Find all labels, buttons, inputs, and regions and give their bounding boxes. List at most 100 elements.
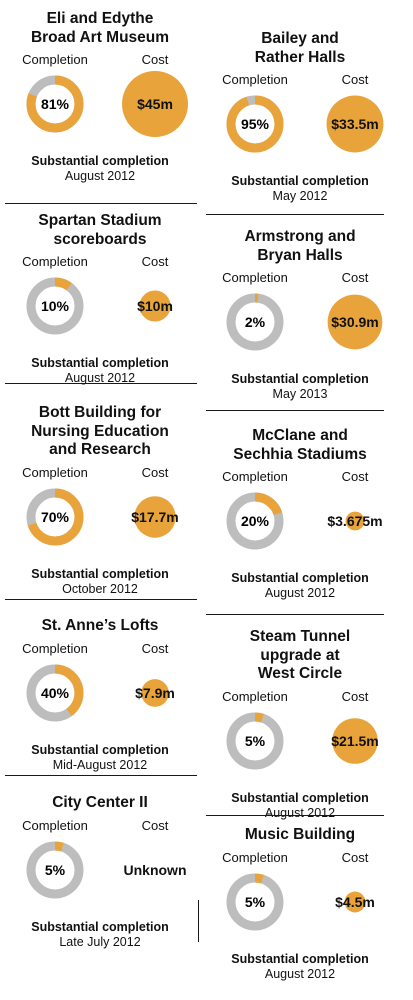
project-card: Bailey and Rather Halls Completion Cost 95% $… [205,30,395,203]
section-divider [5,775,197,776]
substantial-completion-label: Substantial completion [231,372,369,386]
completion-label: Completion [222,469,288,484]
section-divider [5,203,197,204]
project-title-line: City Center II [52,794,148,811]
cost-circle [327,294,383,350]
project-title-line: and Research [49,441,151,458]
substantial-completion-label: Substantial completion [231,951,369,966]
cost-bubble-shape [326,95,384,153]
cost-value: $30.9m [331,314,379,330]
substantial-completion-label: Substantial completion [231,174,369,188]
donut-progress-arc [226,492,284,550]
project-title: Armstrong and Bryan Halls [205,228,395,265]
completion-label: Completion [222,72,288,87]
project-title-line: Nursing Education [31,422,169,440]
section-divider [206,410,384,411]
cost-label: Cost [141,640,169,656]
cost-label: Cost [341,270,369,285]
completion-percent: 95% [241,116,270,132]
completion-date: May 2012 [272,189,328,203]
completion-label: Completion [22,254,88,269]
substantial-completion-label: Substantial completion [231,571,369,585]
project-card: Armstrong and Bryan Halls Completion Cost 2%… [205,228,395,401]
cost-bubble-shape [327,294,383,350]
project-title-line: St. Anne’s Lofts [41,617,159,634]
substantial-completion-label: Substantial completion [31,742,169,757]
project-title-line: scoreboards [53,230,147,248]
project-card: City Center II Completion Cost 5% Unknown Sub… [5,794,195,949]
donut-progress-arc [226,95,284,153]
cost-circle [345,511,365,531]
project-card: Steam Tunnel upgrade at West Circle Complet… [205,628,395,820]
cost-bubble: $3.675m [315,487,395,555]
cost-value: Unknown [123,861,187,878]
completion-donut: 40% [26,664,84,721]
project-title: City Center II [5,794,195,813]
cost-bubble-shape [345,511,365,531]
column-divider [198,900,199,942]
substantial-completion-label: Substantial completion [31,566,169,581]
project-title: Bailey and Rather Halls [205,30,395,67]
completion-donut: 5% [26,841,84,898]
completion-donut: 5% [226,712,284,769]
completion-date: Late July 2012 [59,934,141,949]
cost-label: Cost [141,254,169,269]
project-title-line: Spartan Stadium [38,212,162,229]
project-title-line: Bailey and [261,30,339,47]
completion-date: August 2012 [64,169,136,183]
cost-value: $21.5m [331,732,379,749]
cost-bubble-shape [141,678,169,707]
completion-date: Mid-August 2012 [52,757,148,772]
section-divider [206,815,384,816]
section-divider [206,614,384,615]
cost-circle [139,290,171,322]
project-title-line: Broad Art Museum [30,28,170,46]
completion-label: Completion [222,849,288,865]
project-title: Music Building [205,826,395,845]
project-card: Bott Building for Nursing Education and Re… [5,404,195,596]
project-title-line: upgrade at [260,646,340,664]
completion-donut: 81% [26,75,84,133]
project-title: McClane and Sechhia Stadiums [205,427,395,464]
substantial-completion-label: Substantial completion [31,154,169,168]
completion-label: Completion [22,464,88,480]
completion-percent: 20% [241,513,270,529]
completion-percent: 81% [41,96,70,112]
donut-progress-arc [26,488,84,545]
completion-date: May 2013 [272,387,328,401]
completion-donut: 70% [26,488,84,545]
project-title-line: West Circle [257,665,343,682]
project-title: Bott Building for Nursing Education and Re… [5,404,195,460]
donut-progress-arc [26,277,84,335]
cost-bubble-shape [344,891,366,912]
project-card: McClane and Sechhia Stadiums Completion Cos… [205,427,395,600]
cost-bubble: $33.5m [315,90,395,158]
section-divider [5,599,197,600]
project-title-line: Sechhia Stadiums [233,445,367,463]
project-title-line: Bryan Halls [257,246,343,264]
completion-percent: 40% [41,685,70,701]
cost-circle [122,71,188,137]
completion-label: Completion [222,270,288,285]
cost-bubble: $10m [115,272,195,340]
cost-value: $7.9m [135,684,175,701]
project-title: Eli and Edythe Broad Art Museum [5,10,195,47]
completion-donut: 10% [26,277,84,335]
cost-value: $10m [137,298,173,314]
donut-progress-arc [26,664,84,721]
completion-donut: 2% [226,293,284,351]
cost-bubble: $7.9m [115,659,195,727]
project-title-line: Eli and Edythe [46,10,154,27]
cost-label: Cost [341,72,369,87]
section-divider [206,214,384,215]
completion-label: Completion [22,52,88,67]
project-title: Spartan Stadium scoreboards [5,212,195,249]
cost-label: Cost [141,52,169,67]
cost-label: Cost [141,464,169,480]
completion-date: August 2012 [264,586,336,600]
cost-bubble: $21.5m [315,707,395,775]
cost-bubble-shape [134,495,176,538]
completion-donut: 95% [226,95,284,153]
project-card: St. Anne’s Lofts Completion Cost 40% $7.9m Su… [5,617,195,772]
project-card: Eli and Edythe Broad Art Museum Completion… [5,10,195,183]
